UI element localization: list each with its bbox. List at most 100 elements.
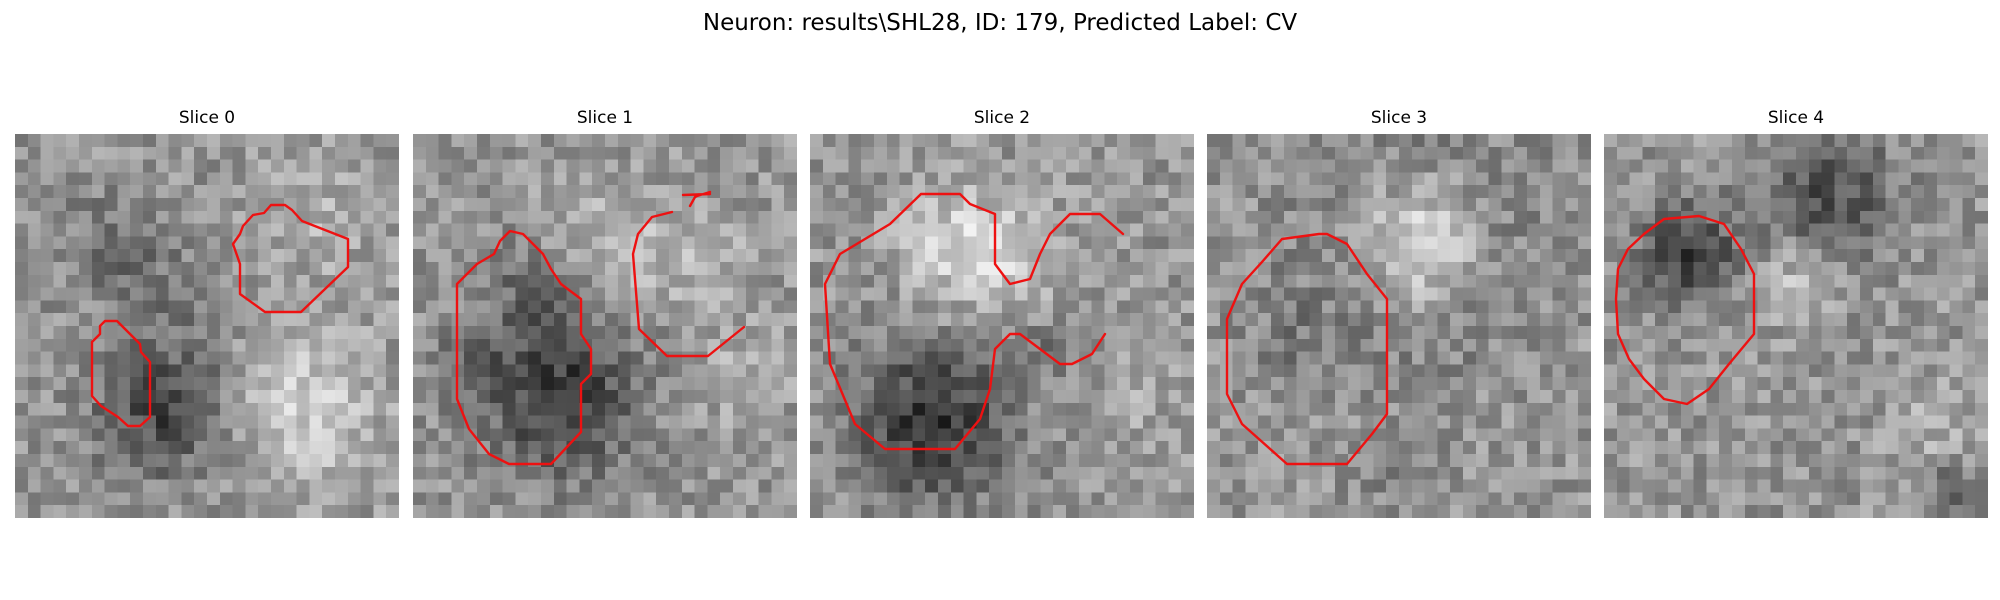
image-pixel [53,479,67,493]
image-pixel [1732,479,1746,493]
image-pixel [1501,198,1515,212]
image-pixel [822,249,836,263]
image-pixel [347,402,361,416]
image-pixel [1475,351,1489,365]
image-pixel [1706,351,1720,365]
image-pixel [1924,198,1938,212]
image-pixel [1347,198,1361,212]
image-pixel [1232,326,1246,340]
image-pixel [1104,479,1118,493]
image-pixel [283,159,297,173]
image-pixel [271,492,285,506]
image-pixel [771,300,785,314]
image-pixel [1130,390,1144,404]
image-pixel [1411,313,1425,327]
image-pixel [1975,159,1988,173]
image-pixel [1283,351,1297,365]
image-pixel [1693,300,1707,314]
image-pixel [1911,415,1925,429]
image-pixel [733,198,747,212]
image-pixel [477,402,491,416]
image-pixel [681,326,695,340]
image-pixel [271,326,285,340]
image-pixel [258,454,272,468]
image-pixel [207,274,221,288]
image-pixel [104,274,118,288]
image-pixel [489,274,503,288]
image-pixel [1142,466,1156,480]
image-pixel [1668,454,1682,468]
image-pixel [1258,210,1272,224]
image-pixel [1706,223,1720,237]
image-pixel [1527,198,1541,212]
image-pixel [1014,428,1028,442]
image-pixel [1219,428,1233,442]
image-pixel [1668,185,1682,199]
image-pixel [592,172,606,186]
image-pixel [771,454,785,468]
image-pixel [1373,300,1387,314]
image-pixel [822,441,836,455]
image-pixel [451,505,465,518]
image-pixel [1655,249,1669,263]
image-pixel [360,249,374,263]
image-pixel [1053,338,1067,352]
image-pixel [1335,300,1349,314]
image-pixel [386,172,399,186]
image-pixel [810,454,824,468]
image-pixel [771,159,785,173]
image-pixel [309,262,323,276]
image-pixel [464,466,478,480]
image-pixel [1386,428,1400,442]
image-pixel [1911,402,1925,416]
image-pixel [194,236,208,250]
image-pixel [1847,364,1861,378]
image-pixel [194,364,208,378]
image-pixel [1834,377,1848,391]
image-pixel [1488,146,1502,160]
image-pixel [1309,428,1323,442]
image-pixel [784,377,797,391]
image-pixel [1386,415,1400,429]
image-pixel [413,210,427,224]
image-pixel [1757,505,1771,518]
image-pixel [938,134,952,148]
image-pixel [1949,262,1963,276]
image-pixel [771,274,785,288]
image-pixel [1783,146,1797,160]
image-pixel [861,351,875,365]
image-pixel [1911,390,1925,404]
image-pixel [1770,479,1784,493]
image-pixel [258,262,272,276]
image-pixel [347,249,361,263]
image-pixel [1142,146,1156,160]
image-pixel [835,364,849,378]
image-pixel [1130,287,1144,301]
image-pixel [758,326,772,340]
image-pixel [515,479,529,493]
image-pixel [1245,210,1259,224]
image-pixel [963,364,977,378]
image-pixel [925,390,939,404]
image-pixel [1514,402,1528,416]
image-pixel [1258,159,1272,173]
image-pixel [681,428,695,442]
image-pixel [477,236,491,250]
image-pixel [143,300,157,314]
image-pixel [1552,492,1566,506]
image-pixel [1552,338,1566,352]
image-pixel [643,223,657,237]
image-pixel [1680,390,1694,404]
image-pixel [1078,236,1092,250]
image-pixel [1232,428,1246,442]
image-pixel [309,300,323,314]
image-pixel [1527,236,1541,250]
image-pixel [1168,185,1182,199]
image-pixel [271,402,285,416]
image-pixel [117,466,131,480]
image-pixel [1539,262,1553,276]
image-pixel [40,262,54,276]
image-pixel [733,454,747,468]
image-pixel [758,505,772,518]
image-pixel [413,159,427,173]
